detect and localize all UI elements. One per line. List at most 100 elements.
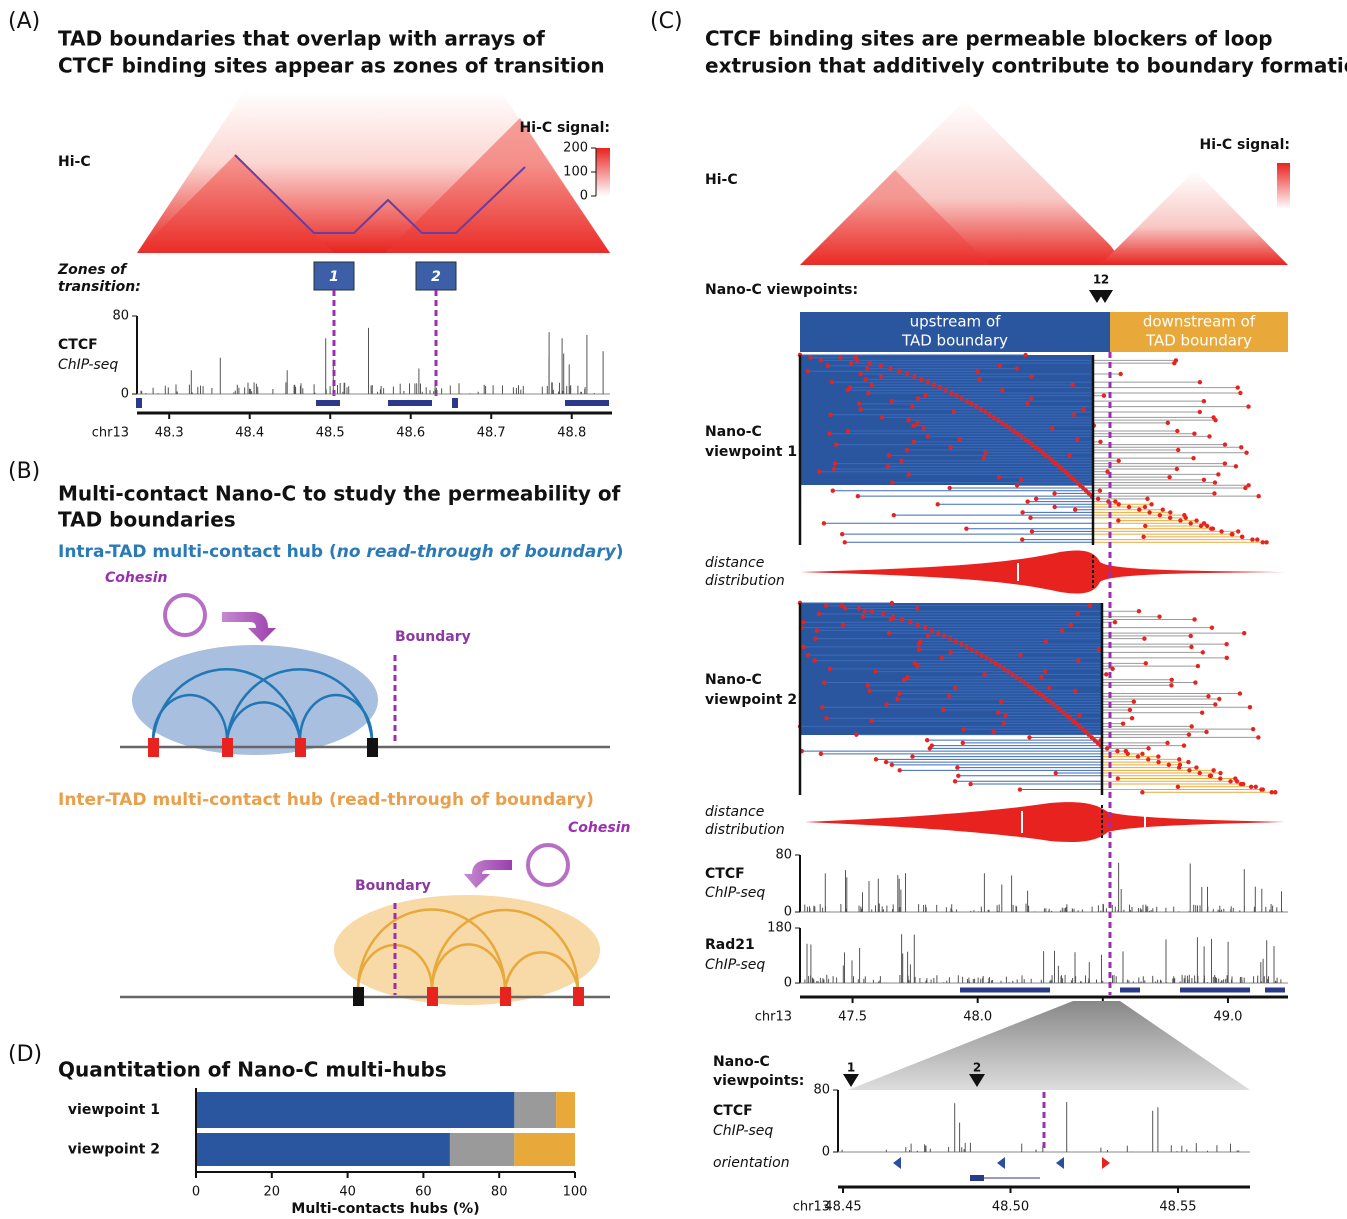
contact [806,653,810,657]
contact [1189,521,1193,525]
contact [1161,508,1165,512]
contact [832,467,836,471]
contact [1020,537,1024,541]
contact [936,502,940,506]
contact [1004,423,1008,427]
x-tick-label: 48.3 [155,426,184,441]
x-tick-label: 48.7 [477,426,506,441]
contact [866,391,870,395]
contact [1205,524,1209,528]
contact [982,672,986,676]
contact [1168,510,1172,514]
site [222,738,233,757]
violin-label: distance [705,804,764,820]
contact [884,760,888,764]
contact [808,356,812,360]
contact [1256,494,1260,498]
contact [1177,765,1181,769]
contact [984,656,988,660]
zoom-wedge [848,1001,1250,1090]
contact [880,415,884,419]
contact [1254,785,1258,789]
contact [960,396,964,400]
contact [923,625,927,629]
y-tick-label: 0 [822,1145,830,1160]
contact [947,486,951,490]
panel-title: extrusion that additively contribute to … [705,54,1347,78]
contact [830,380,834,384]
boundary-label: Boundary [355,878,431,894]
contact [992,415,996,419]
contact [1223,461,1227,465]
contact [865,366,869,370]
contact [1189,634,1193,638]
contact [1238,691,1242,695]
contact [916,421,920,425]
hub-title-part: ) [616,542,624,562]
contact [1165,741,1169,745]
contact [975,650,979,654]
violin-label: distance [705,555,764,571]
contact [1176,448,1180,452]
contact [824,716,828,720]
contact [1022,680,1026,684]
contact [1146,757,1150,761]
contact [1137,508,1141,512]
contact [955,765,959,769]
contact [965,645,969,649]
y-tick-label: 80 [813,1083,830,1098]
contact [1067,453,1071,457]
contact [815,628,819,632]
arrow [464,860,512,888]
y-tick-label: 180 [767,921,792,936]
contact [1194,518,1198,522]
y-tick-label: 80 [775,848,792,863]
contact [911,423,915,427]
panel-a: (A) TAD boundaries that overlap with arr… [8,9,612,441]
contact [1027,440,1031,444]
contact [869,719,873,723]
contact [1261,540,1265,544]
contact [959,642,963,646]
violin-label: distribution [705,573,785,589]
contact [1178,518,1182,522]
contact [1130,716,1134,720]
track-label: Nano-C [705,424,762,440]
contact [1104,672,1108,676]
contact [996,418,1000,422]
contact [1072,413,1076,417]
contact [1199,524,1203,528]
contact [885,464,889,468]
zones-label: Zones of [57,262,128,278]
track-label: viewpoint 2 [705,692,797,708]
contact [1184,516,1188,520]
contact [1140,790,1144,794]
hic-map [1100,170,1288,265]
contact [1189,645,1193,649]
contact [1030,375,1034,379]
x-tick-label: 48.50 [992,1200,1029,1215]
violin-label: distribution [705,822,785,838]
bar-segment [514,1092,556,1128]
panel-letter: (C) [650,9,683,34]
contact [917,647,921,651]
panel-b: (B) Multi-contact Nano-C to study the pe… [8,459,630,1006]
contact [941,708,945,712]
track-label: Hi-C [705,172,738,188]
contact [1141,535,1145,539]
contact [843,606,847,610]
panel-title: CTCF binding sites appear as zones of tr… [58,54,605,78]
contact [838,356,842,360]
contact [1030,529,1034,533]
contact [861,615,865,619]
x-tick-label: 20 [264,1185,281,1200]
contact [1172,361,1176,365]
contact [801,645,805,649]
contact [953,686,957,690]
x-tick-label: 48.5 [316,426,345,441]
track-label: viewpoint 1 [705,444,797,460]
contact [873,669,877,673]
contact [1018,653,1022,657]
legend-title: Hi-C signal: [520,120,610,136]
track-label: CTCF [58,337,98,353]
